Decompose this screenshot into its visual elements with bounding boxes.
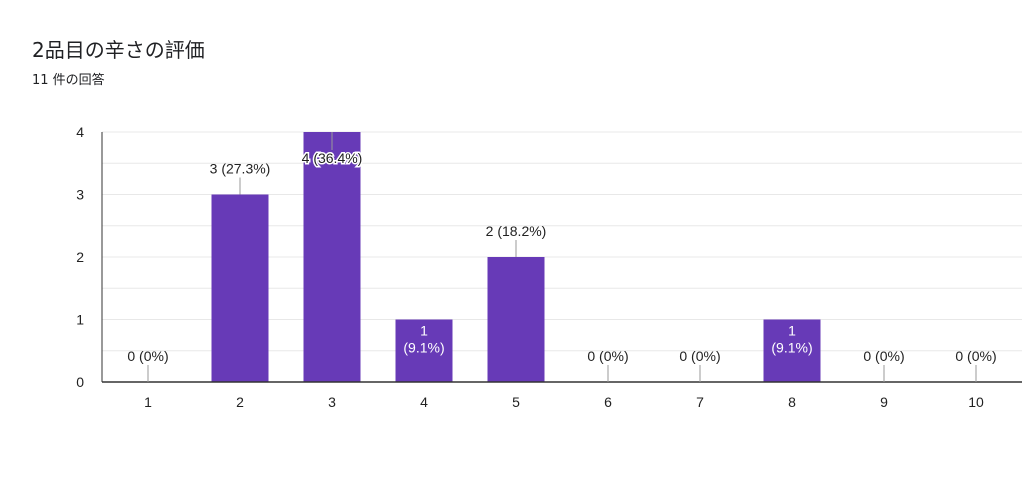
x-tick-label: 2 xyxy=(236,394,244,410)
bar xyxy=(211,194,269,382)
x-tick-label: 6 xyxy=(604,394,612,410)
y-tick-label: 0 xyxy=(76,374,84,390)
data-label: 0 (0%) xyxy=(127,348,168,364)
response-count: 11 件の回答 xyxy=(32,73,105,88)
x-tick-label: 4 xyxy=(420,394,428,410)
data-label: 0 (0%) xyxy=(863,348,904,364)
y-tick-label: 4 xyxy=(76,124,84,140)
x-tick-label: 9 xyxy=(880,394,888,410)
data-label: 0 (0%) xyxy=(679,348,720,364)
data-label: 1 (9.1%) xyxy=(771,323,812,356)
x-tick-label: 10 xyxy=(968,394,984,410)
x-tick-label: 3 xyxy=(328,394,336,410)
bar xyxy=(395,319,453,382)
bar xyxy=(303,132,361,382)
data-label: 3 (27.3%) xyxy=(210,161,271,177)
y-tick-label: 1 xyxy=(76,312,84,328)
data-label: 1 (9.1%) xyxy=(403,323,444,356)
chart-title: 2品目の辛さの評価 xyxy=(32,38,205,62)
x-tick-label: 8 xyxy=(788,394,796,410)
y-tick-label: 3 xyxy=(76,187,84,203)
x-tick-label: 5 xyxy=(512,394,520,410)
data-label: 4 (36.4%) xyxy=(302,150,363,166)
y-tick-label: 2 xyxy=(76,249,84,265)
x-tick-label: 1 xyxy=(144,394,152,410)
data-label: 2 (18.2%) xyxy=(486,223,547,239)
bar xyxy=(487,257,545,382)
data-label: 0 (0%) xyxy=(587,348,628,364)
bar xyxy=(763,319,821,382)
data-label: 0 (0%) xyxy=(955,348,996,364)
x-tick-label: 7 xyxy=(696,394,704,410)
